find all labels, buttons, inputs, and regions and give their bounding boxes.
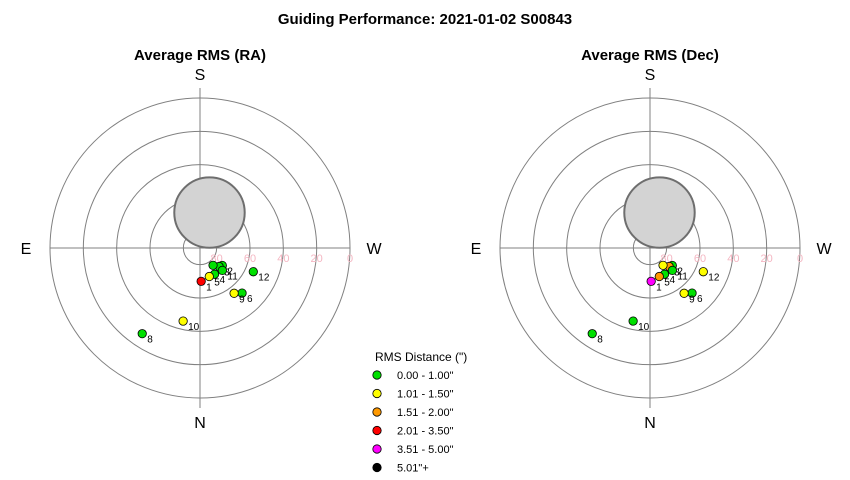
legend-entry-label: 0.00 - 1.00"	[397, 370, 454, 382]
polar-panel-dec: Average RMS (Dec) 806040200SNEW123456789…	[471, 47, 833, 432]
rms-legend: RMS Distance (") 0.00 - 1.00" 1.01 - 1.50…	[372, 350, 467, 475]
point-label: 6	[247, 294, 253, 305]
data-point	[137, 329, 147, 339]
legend-entry-label: 2.01 - 3.50"	[397, 426, 454, 438]
data-point	[196, 276, 206, 286]
direction-label-bottom: N	[194, 415, 206, 432]
legend-marker	[372, 462, 382, 473]
point-label: 11	[227, 271, 238, 282]
point-label: 12	[258, 273, 270, 284]
point-label: 1	[656, 282, 662, 293]
data-point	[679, 288, 689, 298]
data-point	[587, 329, 597, 339]
panel-title-ra: Average RMS (RA)	[134, 47, 266, 64]
r-tick-label: 20	[311, 253, 323, 265]
legend-entry-label: 5.01"+	[397, 463, 429, 475]
point-label: 9	[239, 294, 245, 305]
data-point	[217, 265, 227, 275]
data-point	[204, 271, 214, 282]
panel-title-dec: Average RMS (Dec)	[581, 47, 719, 64]
direction-label-top: S	[645, 67, 656, 84]
figure-title: Guiding Performance: 2021-01-02 S00843	[278, 11, 572, 28]
data-point	[646, 276, 656, 286]
point-label: 9	[689, 294, 695, 305]
point-label: 10	[638, 322, 650, 333]
data-point	[208, 260, 218, 270]
legend-entry-label: 1.51 - 2.00"	[397, 407, 454, 419]
legend-entry-label: 3.51 - 5.00"	[397, 444, 454, 456]
point-label: 2	[677, 266, 683, 277]
polar-panel-ra: Average RMS (RA) 806040200SNEW1234567891…	[21, 47, 383, 432]
r-tick-label: 20	[761, 253, 773, 265]
data-point	[229, 288, 239, 298]
point-label: 5	[214, 278, 220, 289]
r-tick-label: 40	[277, 253, 289, 265]
data-point	[628, 316, 638, 326]
point-label: 8	[597, 335, 603, 346]
legend-marker	[372, 407, 382, 417]
direction-label-right: W	[366, 241, 382, 258]
r-tick-label: 60	[244, 253, 256, 265]
point-label: 5	[664, 278, 670, 289]
point-label: 10	[188, 322, 200, 333]
point-label: 11	[677, 271, 688, 282]
legend-marker	[372, 444, 382, 454]
direction-label-top: S	[195, 67, 206, 84]
point-label: 4	[670, 275, 676, 286]
point-label: 3	[674, 268, 680, 279]
point-label: 3	[224, 268, 230, 279]
legend-marker	[372, 425, 382, 436]
direction-label-right: W	[816, 241, 832, 258]
legend-title: RMS Distance (")	[375, 350, 467, 364]
r-tick-label: 0	[347, 253, 353, 265]
point-label: 1	[206, 282, 212, 293]
r-tick-label: 60	[694, 253, 706, 265]
direction-label-left: E	[471, 241, 482, 258]
point-label: 2	[227, 266, 233, 277]
point-label: 6	[697, 294, 703, 305]
point-label: 12	[708, 273, 720, 284]
moon-disc	[173, 176, 246, 249]
data-point	[178, 316, 188, 326]
data-point	[667, 265, 677, 275]
data-point	[248, 267, 258, 277]
r-tick-label: 0	[797, 253, 803, 265]
moon-disc	[623, 176, 696, 249]
direction-label-left: E	[21, 241, 32, 258]
legend-entry-label: 1.01 - 1.50"	[397, 389, 454, 401]
data-point	[658, 260, 668, 270]
legend-marker	[372, 370, 382, 380]
legend-marker	[372, 388, 382, 399]
r-tick-label: 40	[727, 253, 739, 265]
data-point	[654, 271, 664, 282]
point-label: 4	[220, 275, 226, 286]
point-label: 8	[147, 335, 153, 346]
direction-label-bottom: N	[644, 415, 656, 432]
data-point	[698, 267, 708, 277]
